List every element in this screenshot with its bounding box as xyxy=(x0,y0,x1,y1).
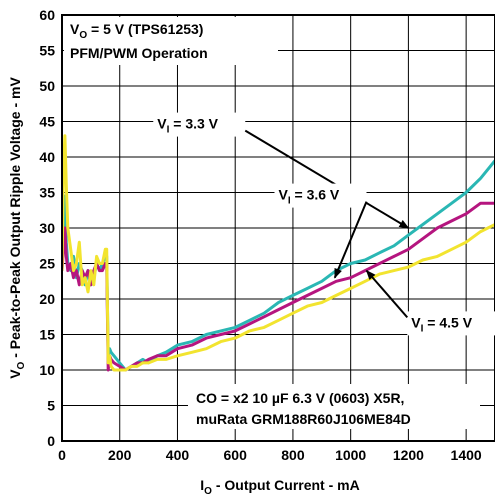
x-tick-label: 200 xyxy=(108,447,132,463)
series-lines xyxy=(62,134,495,372)
y-tick-label: 0 xyxy=(47,433,55,449)
x-tick-labels: 0 200 400 600 800 1000 1200 1400 xyxy=(58,447,482,463)
y-tick-label: 60 xyxy=(39,7,55,23)
grid-lines xyxy=(61,14,495,442)
title-box xyxy=(64,17,278,65)
capacitor-note-line-1: CO = x2 10 µF 6.3 V (0603) X5R, xyxy=(196,390,404,406)
annotation-arrow-3 xyxy=(365,269,409,319)
x-tick-label: 1400 xyxy=(451,447,482,463)
y-tick-label: 30 xyxy=(39,220,55,236)
x-axis-title: IO - Output Current - mA xyxy=(200,477,359,497)
series-annotations: VI = 3.3 V VI = 3.6 V VI = 4.5 V xyxy=(153,112,495,336)
x-tick-label: 400 xyxy=(166,447,190,463)
y-tick-label: 55 xyxy=(39,43,55,59)
annotation-bg xyxy=(274,183,367,208)
y-tick-label: 25 xyxy=(39,256,55,272)
annotation-label-2: VI = 3.6 V xyxy=(279,187,340,207)
chart-title-line-1: VO = 5 V (TPS61253) xyxy=(70,21,203,41)
series-line-3 xyxy=(62,134,495,372)
y-tick-label: 35 xyxy=(39,185,55,201)
y-tick-label: 5 xyxy=(47,398,55,414)
x-tick-label: 800 xyxy=(281,447,305,463)
note-box xyxy=(188,384,480,429)
title-sub: O xyxy=(79,30,87,41)
y-tick-label: 40 xyxy=(39,149,55,165)
annotation-arrow-1 xyxy=(244,129,410,229)
x-tick-label: 1200 xyxy=(393,447,424,463)
title-main: V xyxy=(70,21,80,37)
x-tick-label: 0 xyxy=(58,447,66,463)
y-tick-label: 45 xyxy=(39,114,55,130)
y-axis-title: VO - Peak-to-Peak Output Ripple Voltage … xyxy=(7,77,27,379)
chart-title-line-2: PFM/PWM Operation xyxy=(70,45,208,61)
y-tick-label: 15 xyxy=(39,327,55,343)
capacitor-note-line-2: muRata GRM188R60J106ME84D xyxy=(196,411,411,427)
plot-frame xyxy=(61,14,495,442)
x-tick-label: 600 xyxy=(224,447,248,463)
x-tick-label: 1000 xyxy=(335,447,366,463)
y-tick-label: 50 xyxy=(39,78,55,94)
annotation-label-3: VI = 4.5 V xyxy=(411,314,472,334)
y-tick-labels: 0 5 10 15 20 25 30 35 40 45 50 55 60 xyxy=(39,7,55,449)
annotation-arrow-2 xyxy=(333,201,368,279)
annotation-bg xyxy=(407,311,495,336)
annotation-bg xyxy=(153,112,246,137)
annotation-label-1: VI = 3.3 V xyxy=(157,116,218,136)
y-tick-label: 20 xyxy=(39,291,55,307)
y-tick-label: 10 xyxy=(39,362,55,378)
title-rest: = 5 V (TPS61253) xyxy=(87,21,203,37)
